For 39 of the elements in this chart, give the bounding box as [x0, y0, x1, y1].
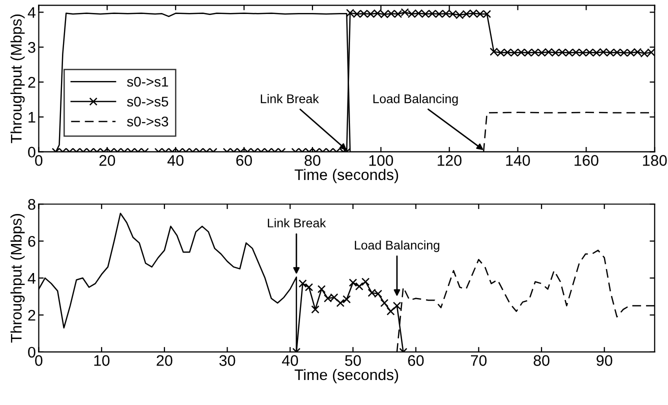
x-tick-label: 100	[369, 155, 394, 166]
legend-label: s0->s1	[127, 76, 168, 87]
x-tick-label: 60	[408, 355, 424, 366]
x-tick-label: 40	[167, 155, 184, 166]
legend-label: s0->s5	[127, 96, 168, 107]
x-tick-label: 50	[345, 355, 361, 366]
annotation: Load Balancing	[373, 94, 458, 106]
x-tick-label: 30	[219, 355, 236, 366]
y-tick-label: 2	[28, 76, 36, 88]
y-tick-label: 8	[28, 198, 36, 210]
y-tick-label: 0	[28, 146, 36, 158]
y-tick-label: 2	[28, 310, 36, 321]
x-tick-label: 70	[470, 355, 487, 366]
x-tick-label: 60	[236, 155, 252, 166]
y-axis-title: Throughput (Mbps)	[10, 214, 25, 343]
x-tick-label: 120	[438, 155, 462, 166]
legend-label: s0->s3	[127, 116, 168, 126]
x-tick-label: 160	[574, 155, 598, 166]
y-tick-label: 4	[28, 273, 36, 284]
x-tick-label: 140	[506, 155, 530, 166]
x-tick-label: 80	[534, 355, 550, 366]
annotation: Link Break	[260, 94, 319, 104]
x-tick-label: 10	[94, 355, 110, 366]
x-tick-label: 80	[304, 155, 320, 166]
y-tick-label: 1	[28, 112, 36, 123]
x-tick-label: 180	[643, 155, 667, 166]
x-axis-title: Time (seconds)	[294, 368, 398, 384]
x-tick-label: 20	[156, 355, 172, 366]
x-tick-label: 90	[596, 355, 612, 366]
x-axis-title: Time (seconds)	[294, 168, 398, 184]
x-tick-label: 40	[282, 355, 298, 366]
y-tick-label: 4	[28, 7, 36, 18]
y-axis-title: Throughput (Mbps)	[10, 14, 25, 144]
x-tick-label: 20	[99, 155, 116, 166]
y-tick-label: 3	[28, 42, 36, 53]
y-tick-label: 0	[28, 346, 36, 358]
annotation: Link Break	[268, 218, 326, 228]
y-tick-label: 6	[28, 236, 36, 247]
annotation: Load Balancing	[354, 240, 440, 252]
